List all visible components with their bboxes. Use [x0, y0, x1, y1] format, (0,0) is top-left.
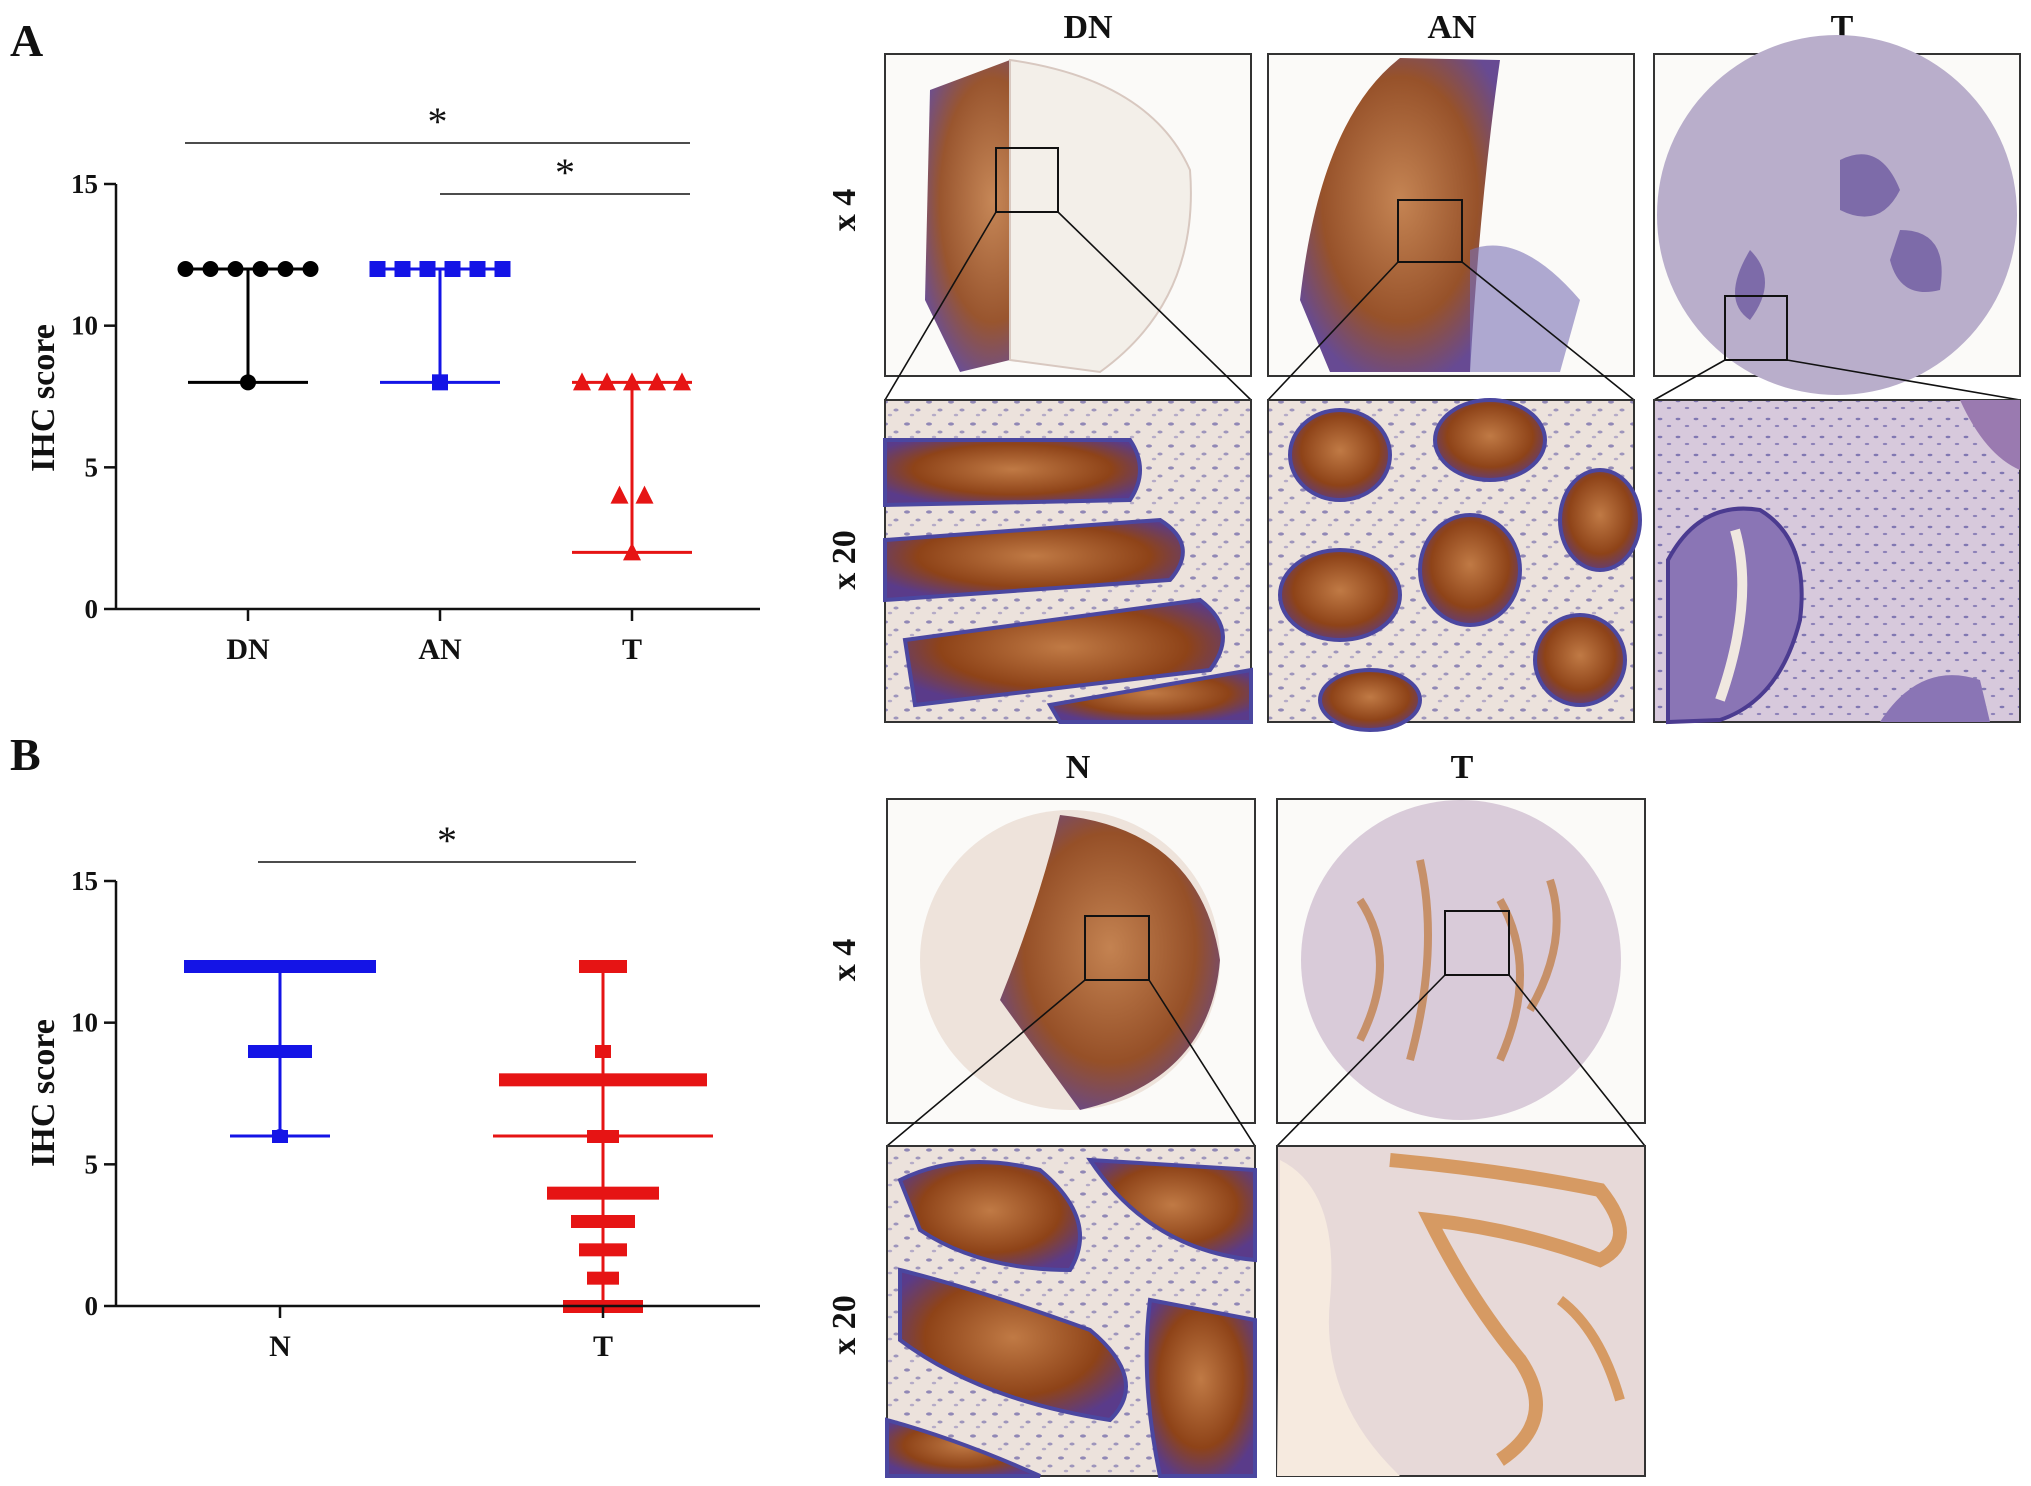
data-point-an [469, 261, 486, 277]
row-label-x20: x 20 [826, 530, 863, 590]
data-points-t [499, 1073, 707, 1087]
data-points-n [248, 1045, 312, 1058]
chart-a: 0 5 10 15 DN AN T * * IHC score [25, 99, 760, 666]
data-point-n [273, 1129, 287, 1143]
micrograph-n-x20 [885, 1145, 1257, 1478]
significance-star: * [555, 150, 575, 195]
data-point-t [648, 372, 666, 391]
row-label-x20-b: x 20 [826, 1295, 863, 1355]
chart-a-axes: 0 5 10 15 DN AN T * * [71, 99, 760, 666]
data-points-t [571, 1215, 635, 1228]
x-tick-label-n: N [269, 1330, 291, 1363]
column-label-an: AN [1427, 9, 1477, 46]
data-point-an [432, 374, 448, 391]
micrograph-t-x20-b [1276, 1145, 1646, 1477]
micrograph-t-x20 [1653, 399, 2021, 725]
data-point-dn [177, 261, 194, 277]
micrograph-an-x20 [1267, 398, 1642, 732]
chart-a-y-axis-label: IHC score [25, 324, 62, 472]
y-tick-label: 0 [85, 1291, 99, 1321]
x-tick-label-an: AN [418, 633, 462, 666]
data-point-dn [277, 261, 294, 277]
y-tick-label: 10 [71, 311, 98, 341]
row-label-x4: x 4 [826, 189, 863, 232]
x-tick-label-t: T [622, 633, 642, 666]
panel-letter-a: A [10, 15, 43, 66]
y-tick-label: 5 [85, 1149, 99, 1179]
data-point-an [394, 261, 411, 277]
micrograph-t-x4 [1653, 35, 2021, 395]
chart-b-marks [184, 960, 713, 1313]
micrograph-dn-x20 [883, 399, 1253, 724]
data-points-t [587, 1271, 619, 1285]
y-tick-label: 10 [71, 1008, 98, 1038]
zoom-lines-b [886, 974, 1646, 1147]
data-point-t [573, 372, 591, 391]
data-point-t [623, 372, 641, 391]
data-point-dn [252, 261, 269, 277]
micrograph-n-x4 [886, 798, 1256, 1124]
micrographs-b: N T x 4 x 20 [826, 749, 1646, 1478]
data-points-n [184, 960, 376, 973]
data-point-an [494, 261, 511, 277]
column-label-n: N [1066, 749, 1091, 786]
data-points-t [587, 1130, 619, 1143]
x-tick-label-dn: DN [226, 633, 270, 666]
x-tick-label-t: T [593, 1330, 613, 1363]
micrographs-a: DN AN T x 4 x 20 [826, 9, 2021, 732]
micrograph-t-x4-b [1276, 798, 1646, 1124]
panel-letter-b: B [10, 729, 41, 780]
y-tick-label: 15 [71, 866, 98, 896]
chart-b-axes: 0 5 10 15 N T * [71, 818, 760, 1363]
data-points-t [595, 1045, 611, 1058]
column-label-dn: DN [1063, 9, 1113, 46]
y-tick-label: 15 [71, 169, 98, 199]
significance-star: * [428, 99, 448, 144]
chart-b-y-axis-label: IHC score [25, 1019, 62, 1167]
data-point-an [369, 261, 386, 277]
chart-b: 0 5 10 15 N T * IHC score [25, 818, 760, 1363]
micrograph-dn-x4 [884, 53, 1252, 377]
row-label-x4-b: x 4 [826, 939, 863, 982]
data-point-t [673, 372, 691, 391]
y-tick-label: 5 [85, 452, 99, 482]
chart-a-marks [177, 261, 692, 561]
data-point-t [635, 485, 654, 504]
significance-star: * [437, 818, 457, 863]
data-points-t [579, 960, 627, 973]
data-point-t [598, 372, 616, 391]
data-point-an [419, 261, 436, 277]
data-point-dn [202, 261, 219, 277]
data-point-an [444, 261, 461, 277]
data-point-dn [227, 261, 244, 277]
data-points-t [547, 1186, 659, 1200]
data-point-dn [240, 374, 256, 391]
data-point-dn [302, 261, 319, 277]
column-label-t-b: T [1451, 749, 1474, 786]
data-point-t [623, 542, 641, 561]
data-points-t [579, 1243, 627, 1257]
micrograph-an-x4 [1267, 53, 1635, 377]
data-point-t [610, 485, 629, 504]
zoom-lines-a [884, 211, 2021, 401]
y-tick-label: 0 [85, 594, 99, 624]
